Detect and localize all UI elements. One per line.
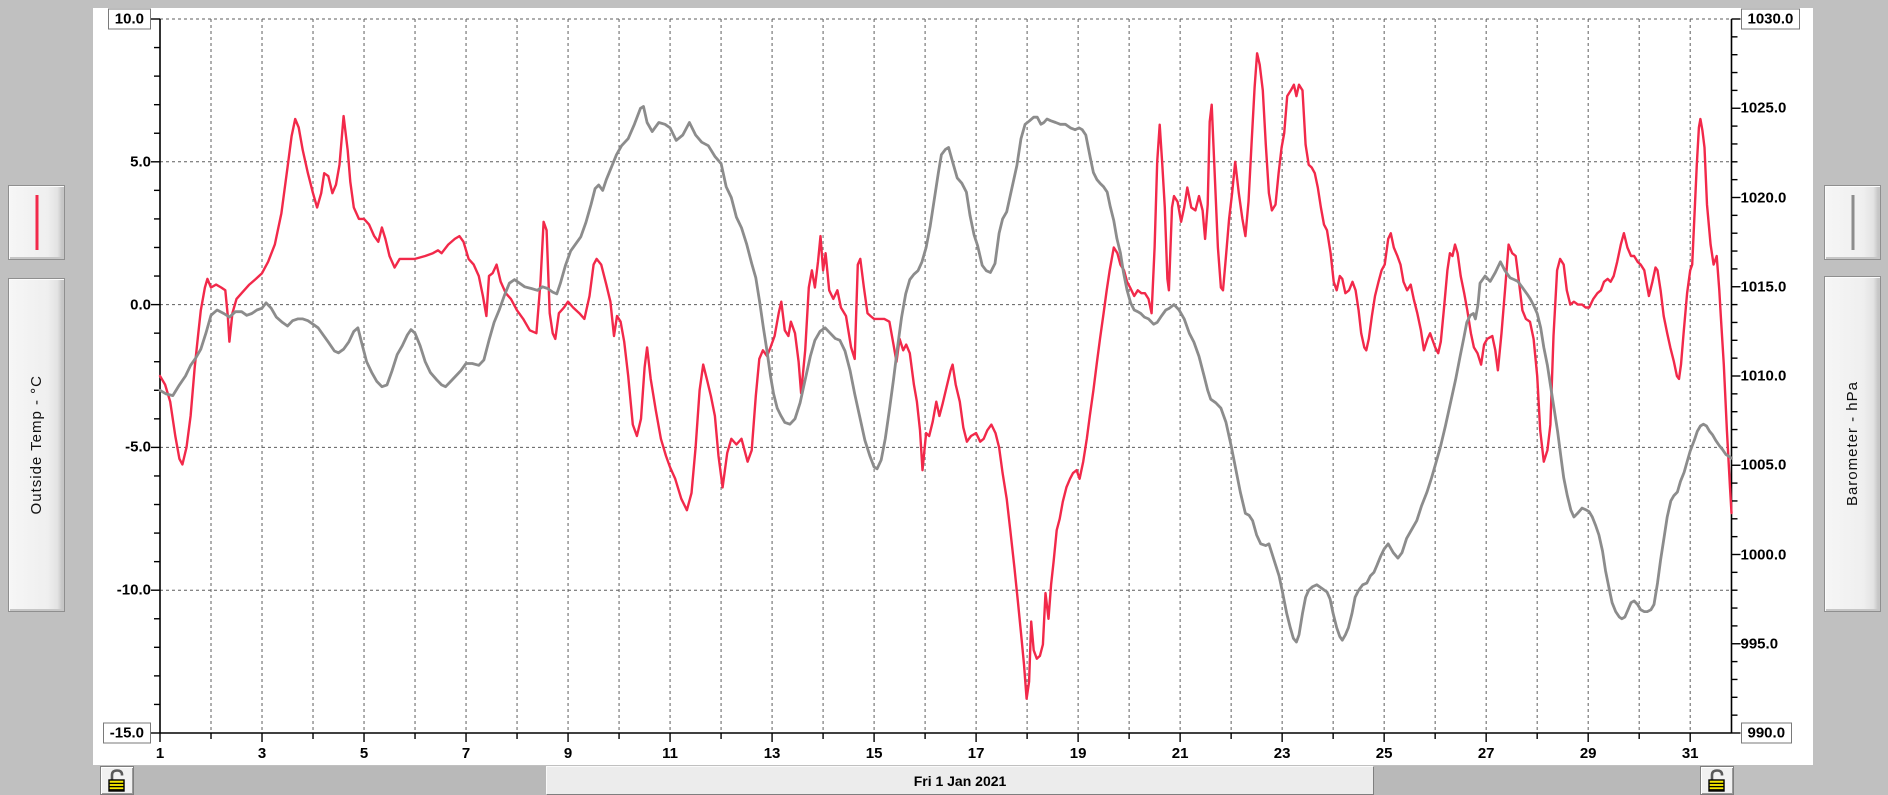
x-axis-tick-label: 7	[461, 745, 471, 762]
x-axis-tick-label: 17	[967, 745, 985, 762]
x-axis-tick-label: 1	[155, 745, 165, 762]
x-axis-tick-label: 23	[1273, 745, 1291, 762]
x-axis-tick-label: 15	[865, 745, 883, 762]
x-axis-tick-label: 25	[1375, 745, 1393, 762]
y-axis-tick-label-right: 990.0	[1740, 722, 1793, 744]
lock-right-button[interactable]	[1700, 766, 1734, 795]
y-axis-tick-label-left: 0.0	[130, 296, 151, 314]
y-axis-tick-label-right: 1005.0	[1740, 456, 1787, 474]
temp-series-line	[158, 52, 1733, 700]
y-axis-tick-label-right: 1030.0	[1740, 8, 1801, 30]
temp-series-color-sample	[35, 195, 38, 250]
y-axis-tick-label-right: 1015.0	[1740, 278, 1787, 296]
x-axis-tick-label: 29	[1579, 745, 1597, 762]
pressure-axis-title-button[interactable]: Barometer - hPa	[1824, 276, 1881, 612]
unlock-icon	[1708, 769, 1725, 792]
pressure-series-line	[158, 105, 1733, 644]
left-axis-title: Outside Temp - °C	[28, 375, 45, 515]
pressure-legend-sample-button[interactable]	[1824, 185, 1881, 260]
x-axis-tick-label: 27	[1477, 745, 1495, 762]
y-axis-tick-label-left: 10.0	[107, 8, 151, 30]
y-axis-tick-label-left: -5.0	[125, 438, 151, 456]
x-axis-tick-label: 13	[763, 745, 781, 762]
x-axis-tick-label: 21	[1171, 745, 1189, 762]
x-axis-tick-label: 31	[1681, 745, 1699, 762]
x-axis-tick-label: 5	[359, 745, 369, 762]
temp-legend-sample-button[interactable]	[8, 185, 65, 260]
y-axis-tick-label-left: -10.0	[116, 581, 151, 599]
lock-left-button[interactable]	[100, 766, 134, 795]
right-axis-title: Barometer - hPa	[1844, 381, 1861, 507]
temp-axis-title-button[interactable]: Outside Temp - °C	[8, 278, 65, 612]
date-label: Fri 1 Jan 2021	[913, 772, 1007, 789]
plot-svg	[151, 18, 1741, 742]
y-axis-tick-label-right: 1000.0	[1740, 546, 1787, 563]
date-scrollbar-thumb[interactable]: Fri 1 Jan 2021	[546, 766, 1374, 795]
x-axis-tick-label: 9	[563, 745, 573, 762]
y-axis-tick-label-right: 1025.0	[1740, 99, 1787, 117]
x-axis-tick-label: 19	[1069, 745, 1087, 762]
y-axis-tick-label-left: 5.0	[130, 153, 151, 171]
y-axis-tick-label-right: 995.0	[1740, 635, 1779, 653]
unlock-icon	[108, 769, 125, 792]
pressure-series-color-sample	[1851, 195, 1854, 250]
chart-plot-area[interactable]: 10.0 5.0 0.0 -5.0 -10.0 -15.0 1030.0 1025.0 1020…	[93, 8, 1813, 765]
x-axis-tick-label: 3	[257, 745, 267, 762]
x-axis-tick-label: 11	[662, 745, 678, 762]
y-axis-tick-label-right: 1020.0	[1740, 189, 1787, 206]
y-axis-tick-label-right: 1010.0	[1740, 367, 1787, 385]
y-axis-tick-label-left: -15.0	[102, 722, 151, 744]
